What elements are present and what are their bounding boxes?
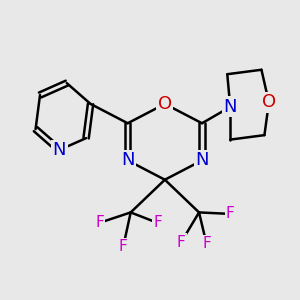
Text: N: N [121,152,134,169]
Text: N: N [224,98,237,116]
Text: N: N [52,141,66,159]
Text: F: F [177,235,186,250]
Text: F: F [119,239,128,254]
Text: F: F [226,206,235,221]
Text: O: O [262,93,276,111]
Text: F: F [95,215,104,230]
Text: O: O [158,95,172,113]
Text: F: F [202,236,211,251]
Text: N: N [195,152,209,169]
Text: F: F [153,215,162,230]
